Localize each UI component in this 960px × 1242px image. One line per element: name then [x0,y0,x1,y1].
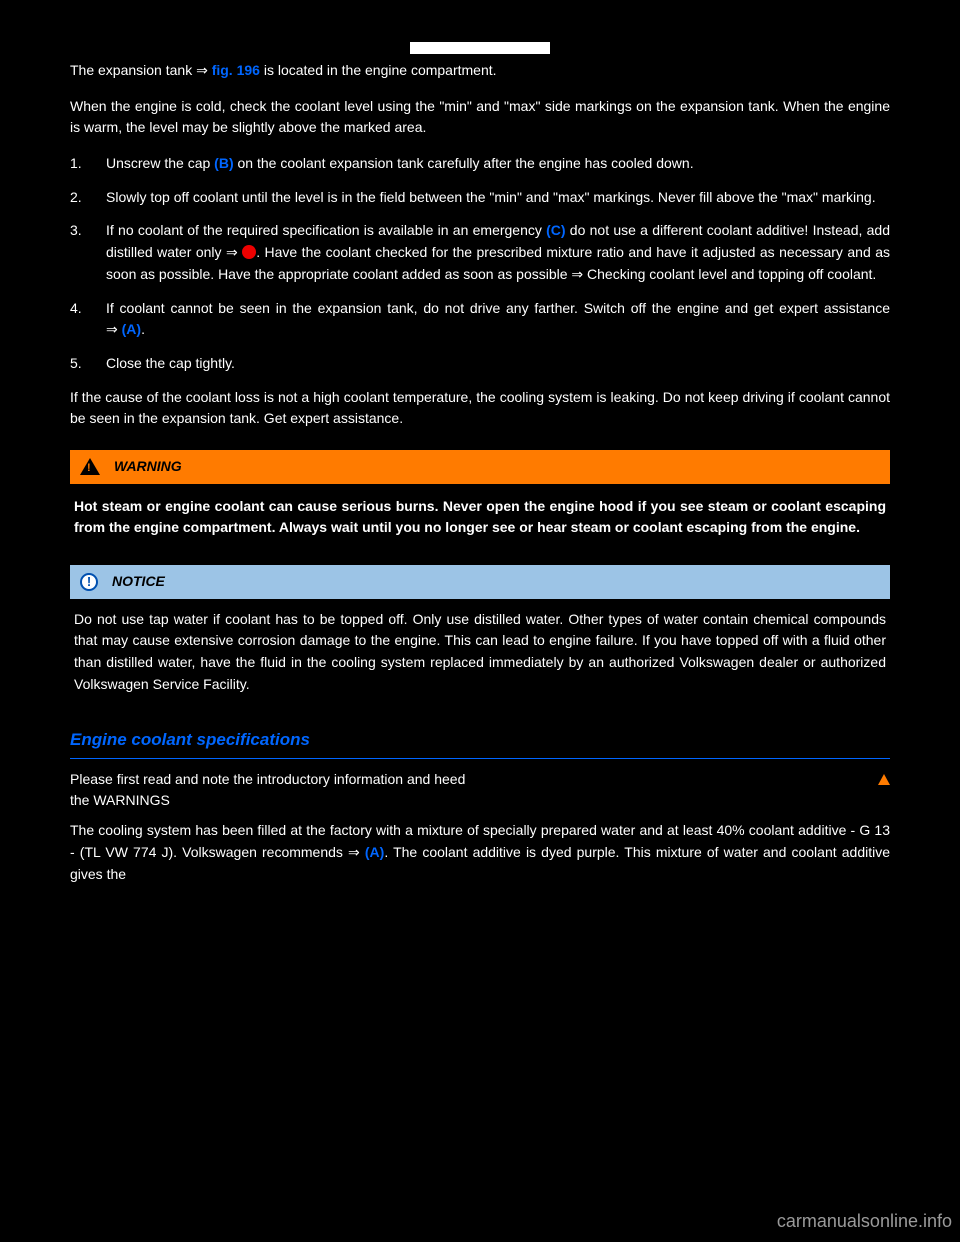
step-1: 1. Unscrew the cap (B) on the coolant ex… [70,153,890,175]
footer-note-1: Please first read and note the introduct… [70,769,480,812]
ref-a[interactable]: (A) [365,844,384,860]
step-4: 4. If coolant cannot be seen in the expa… [70,298,890,341]
step-text: Unscrew the cap (B) on the coolant expan… [106,153,694,175]
warning-body: Hot steam or engine coolant can cause se… [70,484,890,543]
text: . [141,321,145,337]
step-number: 5. [70,353,106,375]
fig-ref[interactable]: fig. 196 [212,62,260,78]
notice-body: Do not use tap water if coolant has to b… [70,599,890,700]
ref-b[interactable]: (B) [214,155,233,171]
watermark: carmanualsonline.info [777,1208,952,1236]
text: on the coolant expansion tank carefully … [234,155,694,171]
step-text: Slowly top off coolant until the level i… [106,187,876,209]
warning-header: WARNING [70,450,890,484]
after-steps-para: If the cause of the coolant loss is not … [70,387,890,430]
text: The expansion tank ⇒ [70,62,212,78]
notice-box: NOTICE Do not use tap water if coolant h… [70,565,890,699]
section-heading: Engine coolant specifications [70,727,890,758]
warning-dot-icon [242,245,256,259]
step-number: 3. [70,220,106,285]
ref-a[interactable]: (A) [122,321,141,337]
footer-row-1: Please first read and note the introduct… [70,769,890,812]
step-text: Close the cap tightly. [106,353,235,375]
step-5: 5. Close the cap tightly. [70,353,890,375]
warning-triangle-icon [878,774,890,785]
text: is located in the engine compartment. [260,62,497,78]
ref-c[interactable]: (C) [546,222,565,238]
steps-list: 1. Unscrew the cap (B) on the coolant ex… [70,153,890,375]
step-2: 2. Slowly top off coolant until the leve… [70,187,890,209]
step-number: 4. [70,298,106,341]
intro-para-1: The expansion tank ⇒ fig. 196 is located… [70,60,890,82]
text: If no coolant of the required specificat… [106,222,546,238]
step-number: 1. [70,153,106,175]
footer-warning-icon-cell [480,769,890,812]
step-text: If coolant cannot be seen in the expansi… [106,298,890,341]
notice-header: NOTICE [70,565,890,599]
header-blank [410,42,550,54]
step-text: If no coolant of the required specificat… [106,220,890,285]
warning-box: WARNING Hot steam or engine coolant can … [70,450,890,543]
text: If coolant cannot be seen in the expansi… [106,300,890,338]
warning-triangle-icon [80,458,100,475]
step-3: 3. If no coolant of the required specifi… [70,220,890,285]
warning-title: WARNING [114,456,182,478]
footer-note-2: The cooling system has been filled at th… [70,820,890,885]
text: Unscrew the cap [106,155,214,171]
step-number: 2. [70,187,106,209]
notice-title: NOTICE [112,571,165,593]
intro-para-2: When the engine is cold, check the coola… [70,96,890,139]
notice-circle-icon [80,573,98,591]
